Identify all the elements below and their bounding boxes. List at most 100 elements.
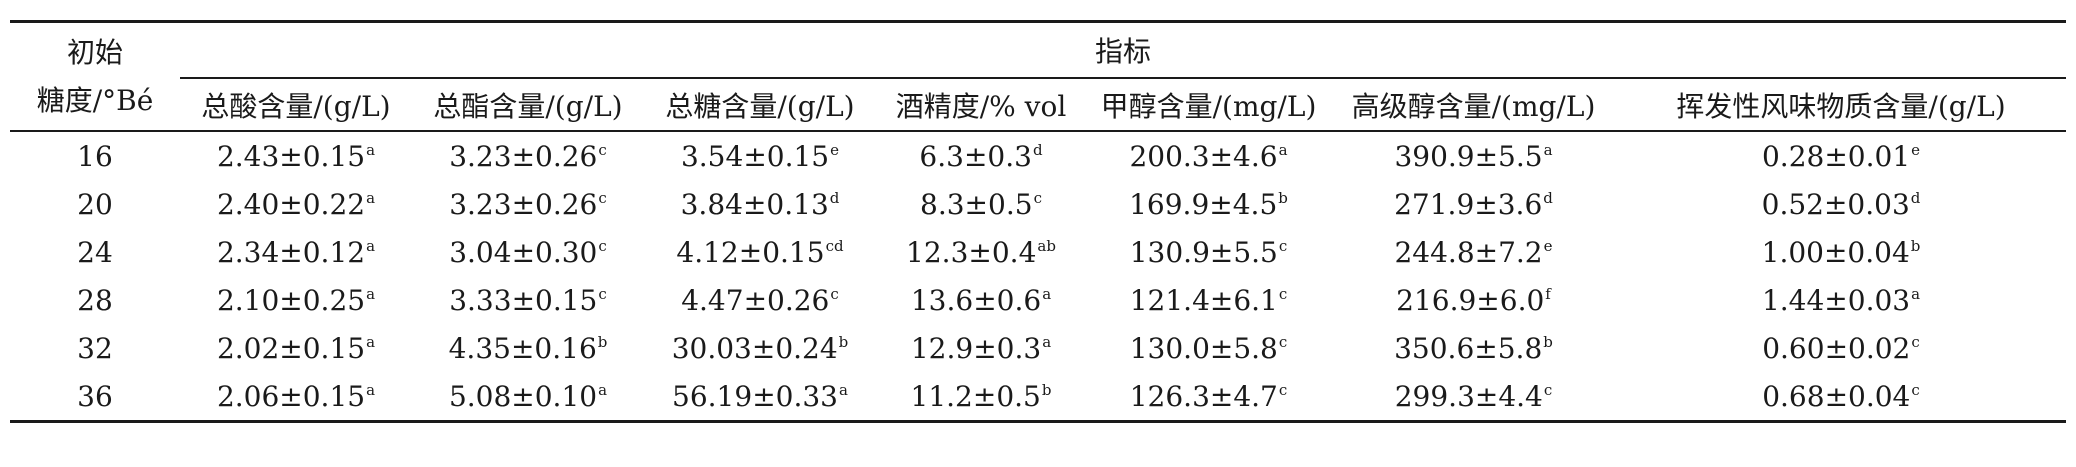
significance-letter: c: [1278, 333, 1288, 352]
row-header-cell: 初始 糖度/°Bé: [10, 20, 180, 132]
cell-value: 3.23±0.26: [449, 139, 598, 173]
cell-volatile-flavor: 0.60±0.02c: [1616, 324, 2066, 372]
significance-letter: a: [366, 141, 376, 160]
row-header-line2: 糖度/°Bé: [36, 83, 154, 117]
cell-alcohol: 13.6±0.6a: [876, 276, 1086, 324]
significance-letter: c: [1278, 237, 1288, 256]
significance-letter: e: [1543, 237, 1553, 256]
significance-letter: b: [838, 333, 849, 352]
cell-value: 390.9±5.5: [1394, 139, 1543, 173]
cell-value: 0.68±0.04: [1762, 379, 1911, 413]
cell-value: 200.3±4.6: [1129, 139, 1278, 173]
group-header: 指标: [180, 20, 2067, 79]
cell-total-ester: 3.23±0.26c: [412, 131, 644, 180]
table-row: 32 2.02±0.15a 4.35±0.16b 30.03±0.24b 12.9±0.…: [10, 324, 2066, 372]
cell-value: 2.06±0.15: [216, 379, 366, 413]
cell-higher-alcohol: 216.9±6.0f: [1331, 276, 1616, 324]
cell-methanol: 130.9±5.5c: [1086, 228, 1331, 276]
significance-letter: c: [1911, 333, 1920, 352]
cell-value: 2.43±0.15: [216, 139, 366, 173]
column-header-alcohol: 酒精度/% vol: [876, 78, 1086, 132]
cell-value: 13.6±0.6: [910, 283, 1042, 317]
cell-value: 2.10±0.25: [216, 283, 366, 317]
cell-total-acid: 2.02±0.15a: [180, 324, 412, 372]
cell-total-ester: 3.33±0.15c: [412, 276, 644, 324]
cell-total-acid: 2.43±0.15a: [180, 131, 412, 180]
cell-higher-alcohol: 390.9±5.5a: [1331, 131, 1616, 180]
cell-value: 271.9±3.6: [1394, 187, 1543, 221]
cell-value: 169.9±4.5: [1129, 187, 1278, 221]
cell-total-ester: 4.35±0.16b: [412, 324, 644, 372]
cell-value: 8.3±0.5: [920, 187, 1033, 221]
significance-letter: c: [1278, 381, 1288, 400]
cell-alcohol: 11.2±0.5b: [876, 372, 1086, 423]
cell-value: 2.02±0.15: [216, 331, 366, 365]
significance-letter: a: [366, 237, 376, 256]
cell-value: 6.3±0.3: [919, 139, 1032, 173]
cell-volatile-flavor: 0.52±0.03d: [1616, 180, 2066, 228]
significance-letter: a: [1543, 141, 1553, 160]
cell-total-acid: 2.10±0.25a: [180, 276, 412, 324]
cell-value: 3.33±0.15: [449, 283, 598, 317]
cell-volatile-flavor: 0.68±0.04c: [1616, 372, 2067, 423]
significance-letter: b: [1543, 333, 1553, 352]
column-header-higher-alcohol: 高级醇含量/(mg/L): [1331, 78, 1616, 132]
column-header-total-acid: 总酸含量/(g/L): [180, 78, 412, 132]
cell-value: 56.19±0.33: [672, 379, 838, 413]
cell-value: 130.9±5.5: [1129, 235, 1278, 269]
cell-value: 3.84±0.13: [680, 187, 829, 221]
cell-value: 12.9±0.3: [910, 331, 1042, 365]
cell-alcohol: 8.3±0.5c: [876, 180, 1086, 228]
data-table: 初始 糖度/°Bé 指标 总酸含量/(g/L) 总酯含量/(g/L) 总糖含量/…: [10, 20, 2067, 423]
table-row: 24 2.34±0.12a 3.04±0.30c 4.12±0.15cd 12.3±0.…: [10, 228, 2066, 276]
cell-total-sugar: 56.19±0.33a: [644, 372, 876, 423]
cell-volatile-flavor: 0.28±0.01e: [1616, 131, 2066, 180]
cell-alcohol: 12.3±0.4ab: [876, 228, 1086, 276]
row-brix-value: 28: [77, 283, 113, 317]
cell-value: 0.60±0.02: [1762, 331, 1911, 365]
cell-higher-alcohol: 299.3±4.4c: [1331, 372, 1616, 423]
significance-letter: a: [1042, 285, 1052, 304]
cell-value: 11.2±0.5: [910, 379, 1041, 413]
significance-letter: a: [366, 381, 376, 400]
cell-methanol: 130.0±5.8c: [1086, 324, 1331, 372]
significance-letter: e: [830, 141, 840, 160]
row-brix-value: 16: [77, 139, 113, 173]
cell-value: 244.8±7.2: [1394, 235, 1543, 269]
cell-alcohol: 6.3±0.3d: [876, 131, 1086, 180]
significance-letter: c: [1033, 189, 1042, 208]
cell-total-ester: 3.23±0.26c: [412, 180, 644, 228]
cell-value: 130.0±5.8: [1129, 331, 1278, 365]
significance-letter: a: [366, 189, 376, 208]
cell-total-sugar: 3.54±0.15e: [644, 131, 876, 180]
column-header-row: 总酸含量/(g/L) 总酯含量/(g/L) 总糖含量/(g/L) 酒精度/% v…: [10, 78, 2067, 132]
significance-letter: b: [1910, 237, 1921, 256]
cell-value: 299.3±4.4: [1394, 379, 1543, 413]
table-body: 16 2.43±0.15a 3.23±0.26c 3.54±0.15e 6.3±0.3d…: [10, 131, 2067, 423]
significance-letter: b: [1041, 381, 1052, 400]
significance-letter: a: [366, 333, 376, 352]
cell-alcohol: 12.9±0.3a: [876, 324, 1086, 372]
table-row: 36 2.06±0.15a 5.08±0.10a 56.19±0.33a 11.2±0.…: [10, 372, 2067, 423]
cell-value: 3.23±0.26: [449, 187, 598, 221]
significance-letter: d: [1910, 189, 1921, 208]
cell-value: 2.34±0.12: [216, 235, 366, 269]
cell-total-sugar: 4.12±0.15cd: [644, 228, 876, 276]
cell-value: 4.35±0.16: [448, 331, 597, 365]
cell-value: 1.44±0.03: [1761, 283, 1911, 317]
cell-total-acid: 2.34±0.12a: [180, 228, 412, 276]
cell-total-ester: 5.08±0.10a: [412, 372, 644, 423]
cell-value: 121.4±6.1: [1129, 283, 1278, 317]
cell-total-acid: 2.06±0.15a: [180, 372, 412, 423]
cell-total-sugar: 4.47±0.26c: [644, 276, 876, 324]
cell-volatile-flavor: 1.44±0.03a: [1616, 276, 2066, 324]
data-table-container: 初始 糖度/°Bé 指标 总酸含量/(g/L) 总酯含量/(g/L) 总糖含量/…: [10, 20, 2067, 423]
column-header-total-ester: 总酯含量/(g/L): [412, 78, 644, 132]
cell-value: 3.54±0.15: [680, 139, 830, 173]
significance-letter: a: [1911, 285, 1921, 304]
cell-methanol: 121.4±6.1c: [1086, 276, 1331, 324]
row-brix-value: 32: [77, 331, 113, 365]
column-header-methanol: 甲醇含量/(mg/L): [1086, 78, 1331, 132]
significance-letter: d: [829, 189, 840, 208]
significance-letter: d: [1032, 141, 1043, 160]
